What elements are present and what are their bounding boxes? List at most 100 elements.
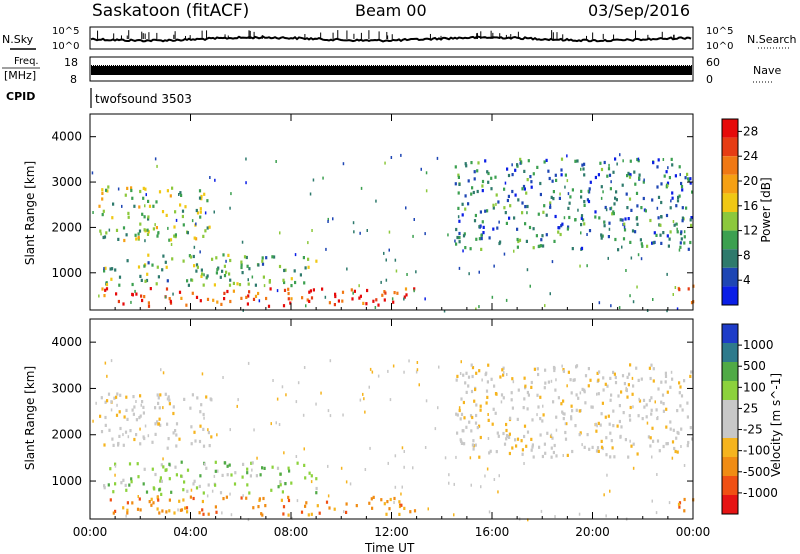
heatmap-cell [110,359,113,363]
heatmap-cell [629,294,631,298]
heatmap-cell [495,450,498,454]
heatmap-cell [517,198,520,202]
heatmap-cell [543,204,546,208]
heatmap-cell [275,160,277,163]
heatmap-cell [329,359,332,363]
heatmap-cell [460,397,463,401]
heatmap-cell [135,292,138,296]
heatmap-cell [511,173,514,177]
heatmap-cell [686,444,689,448]
heatmap-cell [103,269,106,273]
heatmap-cell [133,437,136,442]
heatmap-cell [666,309,668,313]
heatmap-cell [553,366,556,370]
heatmap-cell [144,187,147,191]
heatmap-cell [613,202,616,206]
heatmap-cell [368,385,370,389]
heatmap-cell [629,363,632,367]
heatmap-cell [683,464,686,467]
heatmap-cell [138,497,141,501]
heatmap-cell [383,502,386,506]
heatmap-cell [156,393,159,397]
heatmap-cell [436,156,439,160]
heatmap-cell [222,376,224,379]
heatmap-cell [284,482,287,486]
heatmap-cell [478,455,481,459]
heatmap-cell [140,403,142,407]
heatmap-cell [144,279,147,283]
heatmap-cell [680,237,683,241]
freq-tick-left-top: 18 [64,56,78,69]
heatmap-cell [498,220,500,224]
colorbar-cell [722,343,738,362]
heatmap-cell [391,297,394,301]
heatmap-cell [366,229,368,232]
heatmap-cell [604,382,607,386]
heatmap-cell [460,439,463,443]
heatmap-cell [438,365,440,369]
heatmap-cell [394,485,397,489]
heatmap-cell [488,451,491,455]
heatmap-cell [202,283,205,287]
heatmap-cell [533,367,536,371]
heatmap-cell [115,395,118,399]
heatmap-cell [608,163,610,167]
heatmap-cell [625,269,627,272]
x-tick-label: 08:00 [274,525,309,539]
heatmap-cell [574,218,577,222]
heatmap-cell [135,433,138,437]
heatmap-cell [481,184,484,188]
heatmap-cell [667,244,670,248]
heatmap-cell [175,473,178,477]
heatmap-cell [171,257,174,261]
heatmap-cell [461,202,464,206]
heatmap-cell [214,483,217,487]
heatmap-cell [145,278,149,283]
heatmap-cell [285,393,287,397]
heatmap-cell [521,201,524,205]
heatmap-cell [305,304,307,308]
heatmap-cell [649,218,652,223]
heatmap-cell [135,237,138,241]
heatmap-cell [465,425,468,429]
heatmap-cell [159,476,162,480]
heatmap-cell [536,165,539,169]
heatmap-cell [625,386,627,390]
heatmap-cell [537,405,540,409]
heatmap-cell [571,188,574,192]
heatmap-cell [539,192,542,197]
heatmap-cell [121,204,123,208]
heatmap-cell [590,405,593,409]
heatmap-cell [115,413,119,417]
heatmap-cell [142,186,145,190]
heatmap-cell [152,501,155,505]
heatmap-cell [221,473,224,477]
heatmap-cell [296,461,299,465]
heatmap-cell [664,371,667,375]
heatmap-cell [494,175,497,179]
velocity-panel-frame [89,318,694,520]
heatmap-cell [189,406,192,410]
heatmap-cell [475,237,478,241]
heatmap-cell [679,245,682,249]
heatmap-cell [486,395,489,399]
heatmap-cell [604,205,607,210]
heatmap-cell [651,455,653,459]
heatmap-cell [675,222,677,226]
heatmap-cell [161,210,165,214]
heatmap-cell [103,294,106,298]
heatmap-cell [570,415,573,419]
heatmap-cell [388,248,390,252]
heatmap-cell [598,370,601,374]
heatmap-cell [247,518,250,522]
heatmap-cell [633,170,636,174]
heatmap-cell [609,207,612,211]
heatmap-cell [611,446,614,450]
heatmap-cell [498,241,501,246]
heatmap-cell [166,279,169,283]
heatmap-cell [375,199,377,203]
power-heatmap [91,153,695,313]
heatmap-cell [230,513,233,517]
heatmap-cell [103,235,107,239]
heatmap-cell [636,204,639,208]
